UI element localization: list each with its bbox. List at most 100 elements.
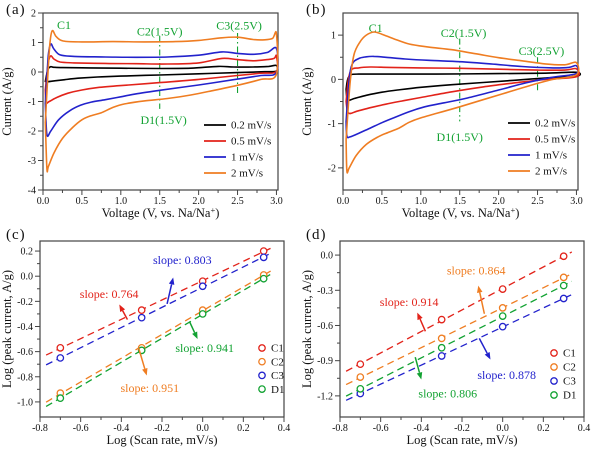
y-tick-label: 0.2 [21,247,34,258]
panel-c-label: (c) [6,227,26,243]
data-point-C2 [356,373,365,381]
y-tick-label: -2 [328,163,336,174]
data-point-C3 [198,282,207,291]
slope-annotations: slope: 0.764 slope: 0.803 slope: 0.941 slop… [80,253,234,395]
data-point-C1 [259,247,268,255]
peak-label: C2(1.5V) [137,24,183,38]
fit-lines [345,251,573,401]
x-tick-label: 1.5 [153,196,166,207]
x-tick-label: 1.0 [415,196,428,207]
annotation-arrow-line [479,292,486,314]
y-tick-label: -0.8 [17,372,33,383]
slope-annotations: slope: 0.914 slope: 0.864 slope: 0.878slop… [380,263,536,400]
legend-label: 1 mV/s [535,150,567,162]
slope-label: slope: 0.806 [418,387,477,401]
x-tick-label: 1.5 [453,196,466,207]
cv-curve-2-mV-s [44,29,279,173]
x-tick-label: 2.5 [231,196,244,207]
legend-swatch [550,391,558,399]
slope-label: slope: 0.914 [380,295,439,309]
y-tick-label: 0.0 [21,272,34,283]
panel-b: 0.0 0.5 1.0 1.5 2.0 2.5 3.0 1 0 -1 -2 Current (A/g)… [300,0,600,225]
annotation-arrowhead [417,312,423,321]
slope-label: slope: 0.803 [153,253,212,267]
panel-d-label: (d) [306,227,327,243]
cv-curve-0.5-mV-s [44,54,279,105]
data-point-D1 [356,384,365,393]
x-tick-label: 2.0 [492,196,505,207]
fit-line-C3 [345,294,573,401]
annotation-arrowhead [416,371,423,380]
peak-label: C3(2.5V) [519,44,565,58]
annotation-arrow-line [137,347,146,370]
data-point-C3 [498,322,507,331]
legend-label: C2 [271,356,284,368]
legend-label: 0.5 mV/s [535,134,575,146]
slope-label: slope: 0.764 [80,287,139,301]
data-point-C3 [56,354,65,362]
legend-label: 2 mV/s [231,168,263,180]
panel-d: -0.8 -0.6 -0.4 -0.2 0.0 0.2 0.4 0.0 -0.3 -0.6 -0.9… [300,225,600,450]
data-point-C2 [498,304,507,312]
x-tick-label: -0.6 [373,423,389,434]
legend-label: D1 [271,384,284,396]
fit-line-C2 [45,269,273,403]
y-tick-label: 1 [331,31,336,42]
legend-swatch [550,363,558,371]
data-point-D1 [259,274,268,283]
x-tick-label: 3.0 [570,196,583,207]
x-tick-label: 3.0 [270,196,283,207]
peak-label: C3(2.5V) [216,18,262,32]
axes: 0.0 0.5 1.0 1.5 2.0 2.5 3.0 2 1 0 -1 -2 -3 -4 Current … [0,9,283,221]
annotation-arrowhead [119,304,126,312]
data-point-C1 [356,360,365,369]
annotation-arrow-line [414,356,421,373]
data-point-C3 [137,313,146,322]
x-tick-label: 0.2 [537,423,550,434]
y-tick-label: -0.6 [17,347,33,358]
legend-label: C3 [563,376,576,388]
slope-label: slope: 0.941 [175,341,234,355]
x-axis-title: Log (Scan rate, mV/s) [406,433,517,447]
legend-label: 0.2 mV/s [231,120,271,132]
fit-line-C2 [345,273,573,386]
annotation-arrowhead [168,277,175,285]
axes: -0.8 -0.6 -0.4 -0.2 0.0 0.2 0.4 0.2 0.0 -0.2 -0.4 -… [0,240,291,447]
legend-label: 2 mV/s [535,166,567,178]
legend-swatch [258,344,266,352]
annotation-arrow-line [188,321,196,334]
x-axis-title: Log (Scan rate, mV/s) [106,433,217,447]
legend-label: C3 [271,370,284,382]
annotation-arrow-line [419,318,427,332]
x-tick-label: 0.0 [196,423,209,434]
y-tick-label: 2 [31,9,36,20]
y-tick-label: -1.2 [317,391,333,402]
x-tick-label: -0.8 [332,423,348,434]
fit-lines [45,247,273,408]
legend-label: 1 mV/s [231,152,263,164]
annotation-arrowhead [192,331,198,340]
y-tick-label: -2 [28,127,36,138]
annotation-arrowhead [484,352,491,360]
x-tick-label: 0.4 [278,423,291,434]
y-tick-label: -0.2 [17,297,33,308]
y-tick-label: -0.3 [317,286,333,297]
data-point-D1 [559,281,568,290]
data-point-C1 [437,315,446,324]
y-tick-label: -1 [28,97,36,108]
data-point-C3 [437,352,446,360]
y-tick-label: -0.9 [317,356,333,367]
fit-line-C1 [45,247,273,356]
x-tick-label: 0.4 [578,423,591,434]
data-point-C3 [559,294,568,303]
data-point-C1 [137,306,146,314]
fit-line-D1 [345,280,573,397]
y-tick-label: 0 [31,68,36,79]
cv-curve-2-mV-s [345,31,580,174]
x-axis-title: Voltage (V, vs. Na/Na+) [102,205,220,220]
legend: 0.2 mV/s 0.5 mV/s 1 mV/s 2 mV/s [204,120,271,180]
